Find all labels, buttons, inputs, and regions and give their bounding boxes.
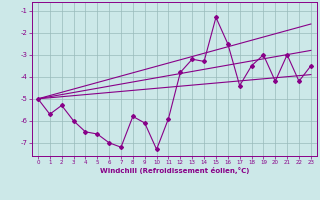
X-axis label: Windchill (Refroidissement éolien,°C): Windchill (Refroidissement éolien,°C) [100,167,249,174]
